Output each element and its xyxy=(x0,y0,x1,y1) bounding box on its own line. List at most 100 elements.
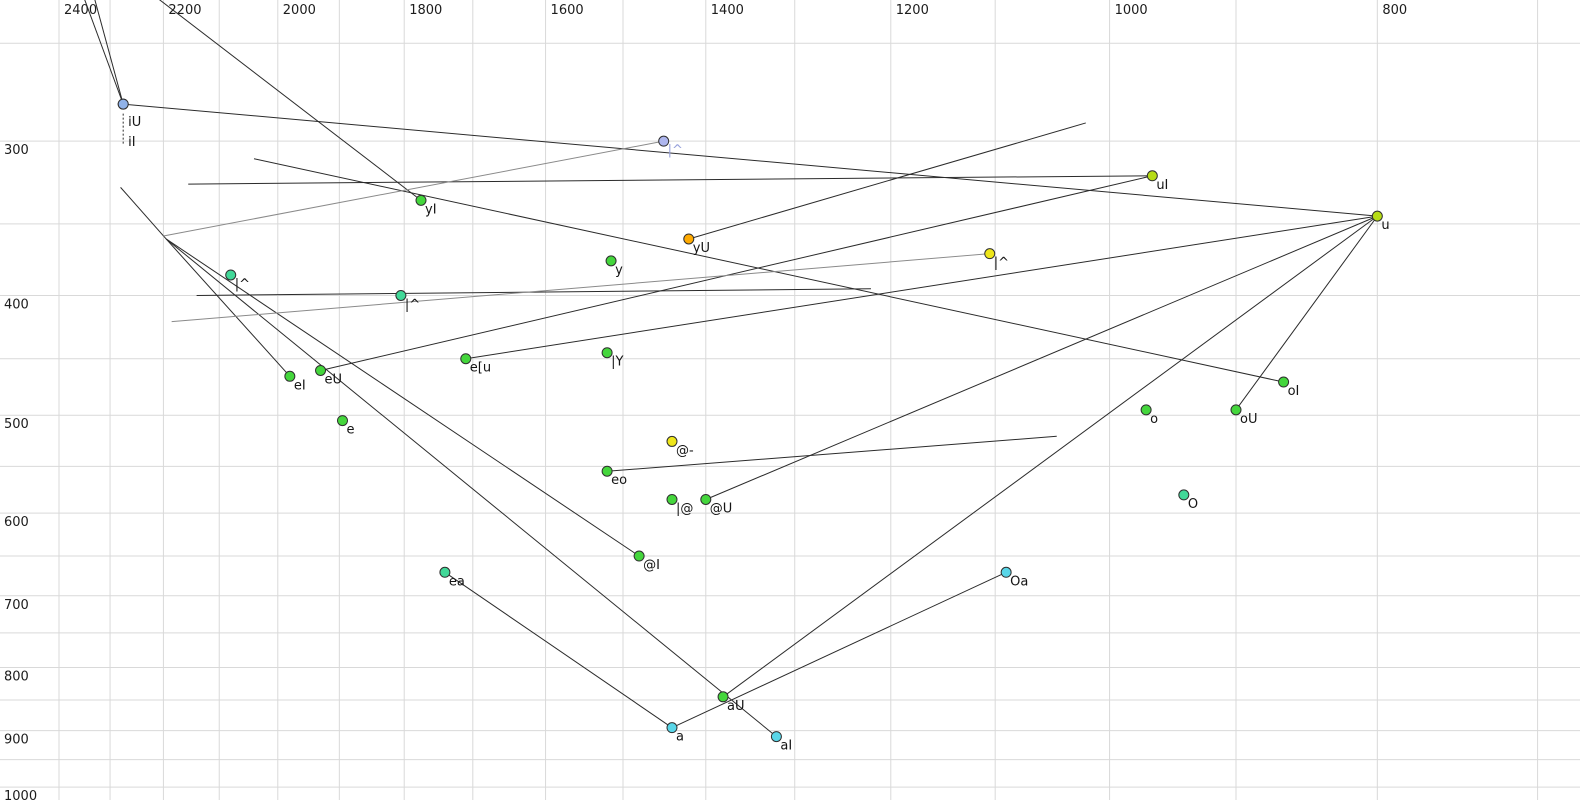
point-layer xyxy=(117,98,1383,743)
data-point-|^ xyxy=(395,290,407,302)
y-tick-800: 800 xyxy=(4,669,29,684)
y-tick-500: 500 xyxy=(4,417,29,432)
trajectory-line-14 xyxy=(607,435,1057,472)
trajectory-line-2 xyxy=(123,103,1378,217)
point-label-ea: ea xyxy=(449,574,465,589)
x-tick-1400: 1400 xyxy=(711,3,744,18)
x-tick-1200: 1200 xyxy=(896,3,929,18)
trajectory-line-10 xyxy=(688,122,1086,240)
trajectory-line-gray-20 xyxy=(163,140,664,237)
point-label-|^: |^ xyxy=(235,277,250,292)
data-point-eU xyxy=(315,365,327,377)
data-point-@- xyxy=(666,435,678,447)
point-label-eI: eI xyxy=(294,378,306,393)
data-point-e xyxy=(336,415,348,427)
point-label-iI: iI xyxy=(128,135,135,150)
data-point-O xyxy=(1178,489,1190,501)
point-label-eU: eU xyxy=(325,373,343,388)
x-tick-2200: 2200 xyxy=(168,3,201,18)
data-point-yU xyxy=(683,233,695,245)
data-point-|^ xyxy=(658,135,670,147)
point-label-yI: yI xyxy=(425,202,437,217)
data-point-@I xyxy=(633,550,645,562)
point-label-o: o xyxy=(1150,412,1158,427)
x-tick-2000: 2000 xyxy=(283,3,316,18)
y-tick-700: 700 xyxy=(4,598,29,613)
data-point-u xyxy=(1371,210,1383,222)
trajectory-line-11 xyxy=(465,215,1378,360)
point-label-|^: |^ xyxy=(668,143,683,158)
point-label-|@: |@ xyxy=(676,501,693,516)
data-point-y xyxy=(605,255,617,267)
point-label-uI: uI xyxy=(1156,178,1168,193)
trajectory-line-15 xyxy=(722,215,1378,698)
point-label-a: a xyxy=(676,730,684,745)
trajectory-line-0 xyxy=(84,0,124,105)
data-point-@U xyxy=(700,493,712,505)
trajectory-line-3 xyxy=(159,0,422,201)
y-tick-400: 400 xyxy=(4,298,29,313)
x-tick-1600: 1600 xyxy=(551,3,584,18)
trajectory-line-13 xyxy=(705,215,1378,500)
axis-tick-layer: 2400 2200 2000 1800 1600 1400 1200 1000 800 300 40… xyxy=(4,3,1407,800)
y-tick-300: 300 xyxy=(4,143,29,158)
data-point-|@ xyxy=(666,493,678,505)
point-label-e[u: e[u xyxy=(470,361,491,376)
data-point-o xyxy=(1140,404,1152,416)
point-label-u: u xyxy=(1381,218,1389,233)
trajectory-layer xyxy=(84,0,1378,737)
data-point-oU xyxy=(1230,404,1242,416)
point-label-eo: eo xyxy=(611,473,627,488)
point-label-yU: yU xyxy=(693,241,710,256)
point-label-y: y xyxy=(615,263,623,278)
data-point-|^ xyxy=(225,269,237,281)
trajectory-line-12 xyxy=(320,175,1153,371)
point-label-|Y: |Y xyxy=(611,355,623,370)
data-point-Oa xyxy=(1000,566,1012,578)
x-tick-1000: 1000 xyxy=(1115,3,1148,18)
y-tick-900: 900 xyxy=(4,733,29,748)
trajectory-line-4 xyxy=(188,175,1153,185)
trajectory-line-5 xyxy=(253,158,1284,383)
data-point-a xyxy=(666,722,678,734)
trajectory-line-19 xyxy=(196,288,871,297)
point-label-|^: |^ xyxy=(994,256,1009,271)
point-label-@U: @U xyxy=(710,501,733,516)
x-tick-2400: 2400 xyxy=(64,3,97,18)
trajectory-line-7 xyxy=(165,238,291,377)
data-point-yI xyxy=(415,194,427,206)
data-point-uI xyxy=(1146,170,1158,182)
point-label-e: e xyxy=(346,423,354,438)
trajectory-line-gray-21 xyxy=(171,253,990,323)
trajectory-line-16 xyxy=(1235,215,1378,411)
trajectory-line-17 xyxy=(444,571,673,729)
y-tick-600: 600 xyxy=(4,515,29,530)
point-label-layer: iU iI |^ uI yI u yU |^ y |^ |^ |Y e[u eU eI o oU oI e @- eo |… xyxy=(128,115,1389,753)
point-label-|^: |^ xyxy=(405,298,420,313)
point-label-iU: iU xyxy=(128,115,141,130)
trajectory-line-1 xyxy=(94,0,124,105)
point-label-oU: oU xyxy=(1240,412,1257,427)
trajectory-line-6 xyxy=(120,187,167,240)
data-point-eI xyxy=(284,370,296,382)
data-point-|Y xyxy=(601,347,613,359)
x-tick-800: 800 xyxy=(1382,3,1407,18)
y-tick-1000: 1000 xyxy=(4,789,37,800)
point-label-oI: oI xyxy=(1288,384,1300,399)
data-point-eo xyxy=(601,465,613,477)
data-point-aI xyxy=(770,731,782,743)
data-point-iI xyxy=(117,98,129,110)
trajectory-line-8 xyxy=(165,238,640,557)
data-point-ea xyxy=(439,566,451,578)
x-tick-1800: 1800 xyxy=(409,3,442,18)
data-point-e[u xyxy=(460,353,472,365)
point-label-Oa: Oa xyxy=(1010,574,1028,589)
point-label-O: O xyxy=(1188,497,1198,512)
point-label-@-: @- xyxy=(676,443,694,458)
data-point-oI xyxy=(1278,376,1290,388)
point-label-aU: aU xyxy=(727,699,744,714)
trajectory-line-18 xyxy=(671,571,1007,729)
